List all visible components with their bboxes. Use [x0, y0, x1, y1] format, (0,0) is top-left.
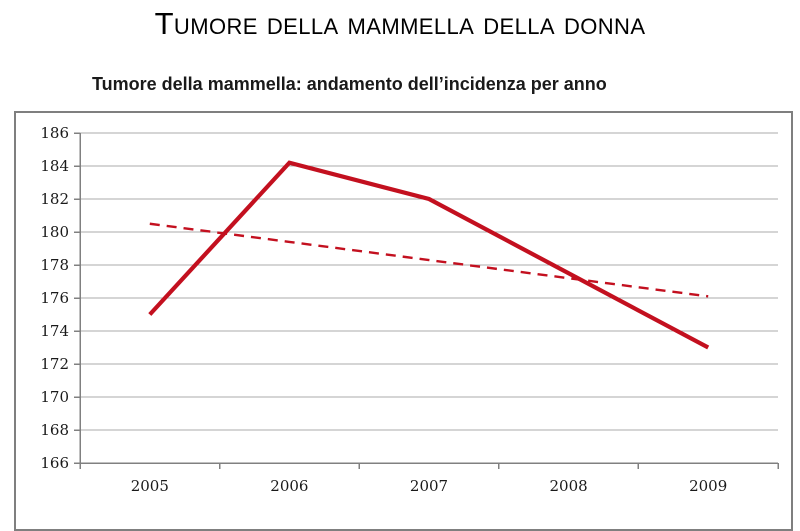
y-axis-label: 182	[40, 190, 69, 208]
y-axis-label: 178	[40, 256, 69, 274]
y-axis-label: 186	[40, 124, 69, 142]
x-axis-label: 2006	[270, 477, 308, 495]
y-axis-label: 174	[40, 322, 69, 340]
chart-frame: 186 184 182 180 178 176 174 172 170 168 166 2005 200…	[14, 111, 793, 531]
y-axis-label: 172	[40, 355, 69, 373]
x-axis-label: 2007	[410, 477, 448, 495]
incidence-trend-chart: 186 184 182 180 178 176 174 172 170 168 166 2005 200…	[40, 124, 779, 495]
trend-line	[149, 222, 709, 298]
x-axis-label: 2008	[550, 477, 588, 495]
chart-title: Tumore della mammella: andamento dell’in…	[92, 74, 607, 94]
page-title: Tumore della mammella della donna	[154, 6, 646, 41]
x-axis-label: 2005	[131, 477, 169, 495]
y-axis-label: 168	[40, 421, 69, 439]
incidence-line	[148, 160, 710, 350]
y-axis-label: 180	[40, 223, 69, 241]
y-axis-label: 184	[40, 157, 69, 175]
y-axis-label: 166	[40, 454, 69, 472]
y-axis-label: 176	[40, 289, 69, 307]
y-axis-label: 170	[40, 388, 69, 406]
x-axis-label: 2009	[689, 477, 727, 495]
